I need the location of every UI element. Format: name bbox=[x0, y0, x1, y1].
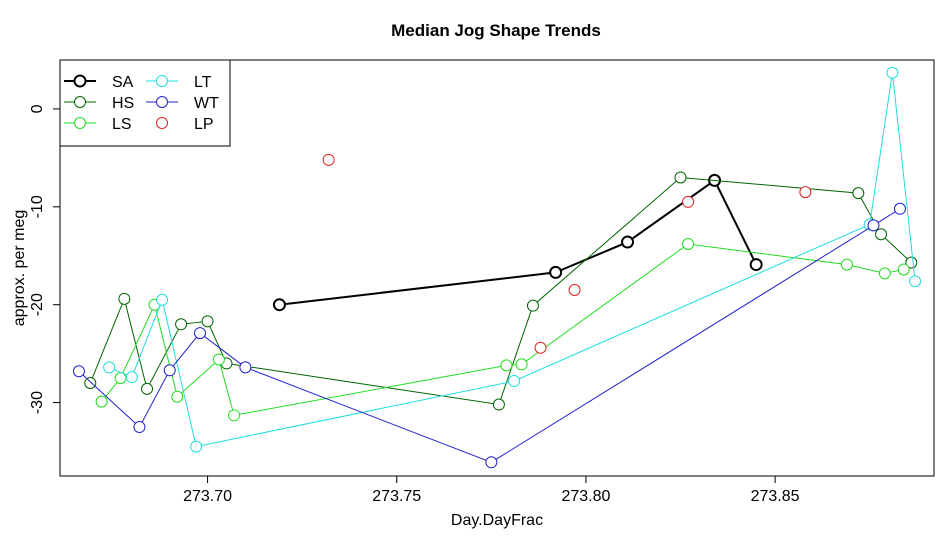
data-point-wt bbox=[133, 421, 146, 434]
legend-marker-lt bbox=[156, 75, 168, 87]
data-point-ls bbox=[171, 390, 184, 403]
data-point-ls bbox=[515, 358, 528, 371]
data-point-wt bbox=[163, 364, 176, 377]
data-point-lp bbox=[799, 186, 812, 199]
data-point-lp bbox=[568, 284, 581, 297]
data-point-wt bbox=[239, 361, 252, 374]
data-point-ls bbox=[897, 263, 910, 276]
legend-label-wt: WT bbox=[194, 95, 219, 112]
data-point-lp bbox=[682, 195, 695, 208]
data-point-hs bbox=[852, 187, 865, 200]
x-tick-label: 273.70 bbox=[183, 488, 232, 505]
data-point-hs bbox=[118, 292, 131, 305]
data-point-lt bbox=[156, 293, 169, 306]
data-point-ls bbox=[878, 267, 891, 280]
data-point-sa bbox=[272, 298, 286, 312]
x-axis: 273.70 273.75 273.80 273.85 bbox=[183, 475, 800, 505]
data-point-ls bbox=[682, 238, 695, 251]
legend-label-lp: LP bbox=[194, 116, 214, 133]
data-point-lt bbox=[886, 66, 899, 79]
y-tick-label: -20 bbox=[29, 293, 46, 316]
legend-box bbox=[59, 59, 231, 147]
legend-marker-ls bbox=[74, 117, 86, 129]
legend-marker-wt bbox=[156, 96, 168, 108]
series-lp bbox=[322, 153, 812, 354]
data-point-hs bbox=[175, 318, 188, 331]
y-axis: -30 -20 -10 0 bbox=[29, 104, 61, 414]
series-wt bbox=[72, 202, 906, 469]
data-point-ls bbox=[95, 395, 108, 408]
series-line-hs bbox=[89, 176, 912, 406]
series-lt bbox=[103, 66, 922, 453]
x-tick-label: 273.75 bbox=[372, 488, 421, 505]
data-point-lt bbox=[508, 375, 521, 388]
data-point-ls bbox=[840, 258, 853, 271]
data-point-wt bbox=[193, 327, 206, 340]
data-point-wt bbox=[867, 219, 880, 232]
y-tick-label: -10 bbox=[29, 195, 46, 218]
legend-marker-lp bbox=[156, 117, 168, 129]
series-line-lt bbox=[109, 72, 916, 448]
data-point-hs bbox=[674, 171, 687, 184]
data-point-wt bbox=[485, 456, 498, 469]
legend-label-lt: LT bbox=[194, 74, 212, 91]
legend-label-hs: HS bbox=[112, 95, 134, 112]
data-point-lt bbox=[190, 440, 203, 453]
data-point-hs bbox=[492, 398, 505, 411]
data-point-ls bbox=[212, 353, 225, 366]
chart-title: Median Jog Shape Trends bbox=[391, 21, 601, 40]
legend: SA HS LS LT WT LP bbox=[59, 59, 231, 147]
data-point-hs bbox=[84, 377, 97, 390]
y-tick-label: -30 bbox=[29, 391, 46, 414]
data-point-hs bbox=[526, 299, 539, 312]
series-ls bbox=[95, 238, 910, 422]
data-point-wt bbox=[72, 365, 85, 378]
legend-marker-hs bbox=[74, 96, 86, 108]
data-point-hs bbox=[141, 382, 154, 395]
data-point-wt bbox=[893, 202, 906, 215]
data-point-sa bbox=[549, 265, 563, 279]
series-line-wt bbox=[78, 208, 901, 463]
series-sa bbox=[272, 173, 763, 312]
x-tick-label: 273.85 bbox=[751, 488, 800, 505]
x-tick-label: 273.80 bbox=[561, 488, 610, 505]
legend-label-ls: LS bbox=[112, 116, 132, 133]
legend-label-sa: SA bbox=[112, 74, 134, 91]
data-point-hs bbox=[875, 228, 888, 241]
data-point-lp bbox=[534, 341, 547, 354]
data-point-lt bbox=[103, 361, 116, 374]
data-point-ls bbox=[500, 359, 513, 372]
series-layer bbox=[72, 66, 922, 469]
series-line-ls bbox=[101, 243, 904, 416]
data-point-lt bbox=[909, 275, 922, 288]
data-point-lt bbox=[125, 371, 138, 384]
y-tick-label: 0 bbox=[29, 104, 46, 113]
data-point-hs bbox=[905, 256, 918, 269]
data-point-sa bbox=[749, 258, 763, 272]
x-axis-label: Day.DayFrac bbox=[451, 512, 543, 529]
data-point-hs bbox=[201, 315, 214, 328]
series-hs bbox=[84, 171, 918, 411]
y-axis-label: approx. per meg bbox=[11, 210, 28, 327]
legend-marker-sa bbox=[73, 74, 87, 88]
data-point-ls bbox=[228, 409, 241, 422]
data-point-lp bbox=[322, 153, 335, 166]
data-point-sa bbox=[621, 235, 635, 249]
